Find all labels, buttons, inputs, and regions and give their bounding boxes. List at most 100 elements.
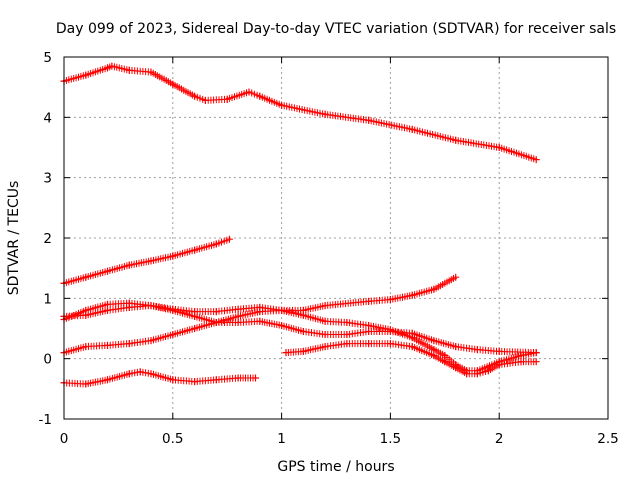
y-tick-label: 5 [43, 50, 52, 66]
series-markers [60, 306, 538, 375]
data-point [82, 273, 90, 281]
data-point [343, 331, 351, 338]
data-point [169, 376, 177, 384]
y-tick-label: 2 [43, 231, 52, 247]
data-point [82, 343, 90, 351]
axis-ticks: 0 0.5 1 1.5 2 2.5 -1 0 1 2 3 4 5 [39, 50, 619, 447]
data-point [365, 340, 373, 348]
data-point [169, 80, 177, 88]
data-point [191, 312, 199, 320]
chart-title: Day 099 of 2023, Sidereal Day-to-day VTE… [56, 21, 616, 37]
y-tick-label: 3 [43, 171, 52, 187]
data-point [82, 71, 90, 79]
data-point [82, 380, 90, 388]
data-point [365, 116, 373, 124]
data-point [104, 300, 111, 308]
y-tick-label: 1 [43, 291, 52, 307]
data-point [234, 319, 242, 326]
data-point [452, 364, 460, 372]
data-point [147, 68, 155, 76]
data-point [299, 328, 307, 335]
x-tick-label: 2.5 [597, 431, 618, 447]
series-markers [60, 368, 257, 388]
data-point [321, 331, 329, 338]
data-point [343, 340, 351, 348]
data-point [441, 352, 449, 360]
data-point [321, 317, 329, 325]
data-point [212, 319, 220, 326]
data-point [212, 376, 220, 384]
data-point [104, 376, 111, 384]
data-point [256, 317, 264, 325]
data-point [430, 352, 438, 360]
x-axis-label: GPS time / hours [277, 459, 394, 475]
y-tick-label: 0 [43, 352, 52, 368]
series-markers [60, 274, 457, 323]
data-point [278, 322, 286, 329]
data-point [299, 311, 307, 319]
data-point [321, 343, 329, 351]
data-point [495, 361, 503, 369]
y-axis-label: SDTVAR / TECUs [6, 181, 22, 296]
series-track-5 [60, 306, 540, 375]
y-tick-label: -1 [39, 412, 52, 428]
data-point [212, 240, 220, 248]
data-point [125, 370, 133, 378]
data-point [408, 343, 416, 351]
data-point [225, 235, 233, 243]
data-point [223, 95, 231, 103]
data-point [136, 368, 144, 376]
data-point [430, 285, 438, 293]
data-point [252, 374, 259, 382]
data-point [191, 92, 199, 100]
data-point [532, 156, 540, 164]
data-point [365, 328, 373, 335]
data-point [517, 352, 525, 360]
data-point [191, 325, 199, 332]
data-point [473, 370, 481, 378]
series-track-2 [60, 235, 233, 287]
data-point [430, 337, 438, 345]
data-point [408, 125, 416, 133]
data-point [125, 66, 133, 74]
x-tick-label: 1.5 [380, 431, 401, 447]
data-point [147, 302, 155, 310]
data-point [282, 349, 290, 357]
data-points [60, 62, 540, 388]
series-track-7 [60, 368, 259, 388]
data-point [104, 341, 111, 349]
y-tick-label: 4 [43, 110, 52, 126]
data-point [234, 374, 242, 382]
x-tick-label: 0.5 [162, 431, 183, 447]
data-point [147, 370, 155, 378]
data-point [256, 308, 264, 316]
data-point [473, 346, 481, 354]
x-tick-label: 1 [277, 431, 286, 447]
data-point [430, 346, 438, 354]
data-point [104, 64, 111, 72]
data-point [104, 306, 111, 314]
data-point [125, 340, 133, 348]
data-point [532, 349, 540, 357]
data-point [484, 367, 492, 375]
grid-lines [64, 57, 608, 419]
data-point [365, 322, 373, 329]
data-point [408, 334, 416, 342]
data-point [452, 136, 460, 144]
series-markers [60, 62, 538, 163]
data-point [125, 261, 133, 269]
data-point [321, 110, 329, 118]
data-point [441, 358, 449, 366]
data-point [278, 101, 286, 109]
data-point [463, 370, 471, 378]
data-point [495, 144, 503, 151]
data-point [169, 252, 177, 260]
data-point [245, 88, 253, 96]
data-point [125, 303, 133, 311]
data-point [408, 291, 416, 299]
data-point [321, 302, 329, 310]
x-tick-label: 0 [60, 431, 69, 447]
data-point [201, 96, 209, 104]
data-point [169, 306, 177, 314]
